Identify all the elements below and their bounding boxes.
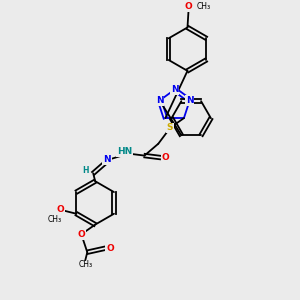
Text: N: N	[171, 85, 178, 94]
Text: O: O	[184, 2, 192, 11]
Text: N: N	[186, 96, 194, 105]
Text: H: H	[82, 166, 88, 175]
Text: O: O	[161, 153, 169, 162]
Text: CH₃: CH₃	[78, 260, 92, 268]
Text: CH₃: CH₃	[48, 215, 62, 224]
Text: N: N	[156, 96, 164, 105]
Text: O: O	[77, 230, 85, 239]
Text: CH₃: CH₃	[196, 2, 211, 11]
Text: HN: HN	[117, 147, 132, 156]
Text: O: O	[106, 244, 114, 253]
Text: O: O	[57, 205, 64, 214]
Text: N: N	[103, 155, 111, 164]
Text: S: S	[167, 124, 173, 133]
